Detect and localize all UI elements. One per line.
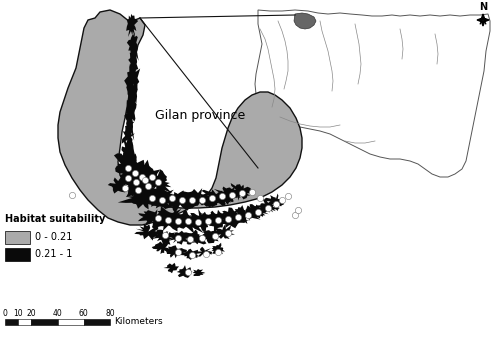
Polygon shape bbox=[117, 151, 138, 186]
Polygon shape bbox=[138, 169, 172, 196]
Polygon shape bbox=[128, 48, 138, 79]
Polygon shape bbox=[254, 198, 280, 213]
Polygon shape bbox=[182, 208, 225, 233]
Polygon shape bbox=[127, 32, 138, 62]
Polygon shape bbox=[122, 115, 135, 153]
Polygon shape bbox=[127, 160, 160, 191]
Polygon shape bbox=[118, 163, 144, 195]
Polygon shape bbox=[174, 188, 220, 209]
Polygon shape bbox=[120, 173, 154, 199]
Polygon shape bbox=[168, 209, 206, 234]
Polygon shape bbox=[477, 18, 483, 22]
Polygon shape bbox=[481, 20, 485, 26]
Polygon shape bbox=[166, 231, 196, 245]
Polygon shape bbox=[213, 186, 247, 205]
Polygon shape bbox=[134, 224, 160, 241]
Polygon shape bbox=[196, 189, 232, 207]
Polygon shape bbox=[178, 249, 198, 260]
Polygon shape bbox=[193, 269, 205, 276]
Polygon shape bbox=[108, 178, 129, 194]
Bar bbox=[58, 319, 84, 325]
Polygon shape bbox=[182, 230, 211, 244]
Text: Gilan province: Gilan province bbox=[155, 108, 245, 121]
Bar bbox=[5, 231, 30, 244]
Bar bbox=[18, 319, 31, 325]
Polygon shape bbox=[126, 14, 138, 37]
Polygon shape bbox=[166, 245, 187, 258]
Polygon shape bbox=[152, 241, 172, 254]
Bar bbox=[31, 319, 58, 325]
Text: N: N bbox=[479, 2, 487, 12]
Text: Kilometers: Kilometers bbox=[114, 318, 162, 326]
Polygon shape bbox=[294, 13, 316, 29]
Polygon shape bbox=[126, 91, 136, 124]
Polygon shape bbox=[138, 208, 173, 229]
Polygon shape bbox=[156, 191, 200, 214]
Text: 0 - 0.21: 0 - 0.21 bbox=[35, 232, 72, 242]
Text: 60: 60 bbox=[79, 308, 88, 318]
Polygon shape bbox=[124, 105, 134, 141]
Polygon shape bbox=[124, 63, 140, 92]
Polygon shape bbox=[245, 203, 272, 218]
Polygon shape bbox=[114, 150, 145, 185]
Polygon shape bbox=[200, 230, 219, 243]
Polygon shape bbox=[122, 136, 136, 170]
Text: 0.21 - 1: 0.21 - 1 bbox=[35, 249, 72, 259]
Polygon shape bbox=[214, 223, 235, 239]
Polygon shape bbox=[150, 230, 175, 245]
Polygon shape bbox=[200, 210, 238, 234]
Text: 80: 80 bbox=[105, 308, 115, 318]
Polygon shape bbox=[152, 206, 188, 232]
Polygon shape bbox=[136, 187, 185, 209]
Polygon shape bbox=[264, 194, 285, 212]
Polygon shape bbox=[118, 185, 166, 210]
Text: 40: 40 bbox=[52, 308, 62, 318]
Text: 20: 20 bbox=[26, 308, 36, 318]
Bar bbox=[84, 319, 110, 325]
Text: 0: 0 bbox=[2, 308, 7, 318]
Polygon shape bbox=[126, 77, 138, 110]
Polygon shape bbox=[214, 207, 249, 228]
Polygon shape bbox=[195, 247, 212, 257]
Bar bbox=[5, 319, 18, 325]
Polygon shape bbox=[212, 243, 225, 254]
Polygon shape bbox=[481, 14, 485, 20]
Polygon shape bbox=[176, 265, 192, 278]
Polygon shape bbox=[228, 205, 260, 225]
Polygon shape bbox=[230, 183, 252, 201]
Bar bbox=[5, 248, 30, 261]
Polygon shape bbox=[58, 10, 302, 225]
Polygon shape bbox=[164, 263, 179, 273]
Polygon shape bbox=[126, 179, 160, 204]
Text: 10: 10 bbox=[14, 308, 23, 318]
Polygon shape bbox=[255, 10, 490, 177]
Text: Habitat suitability: Habitat suitability bbox=[5, 214, 105, 224]
Polygon shape bbox=[483, 18, 489, 22]
